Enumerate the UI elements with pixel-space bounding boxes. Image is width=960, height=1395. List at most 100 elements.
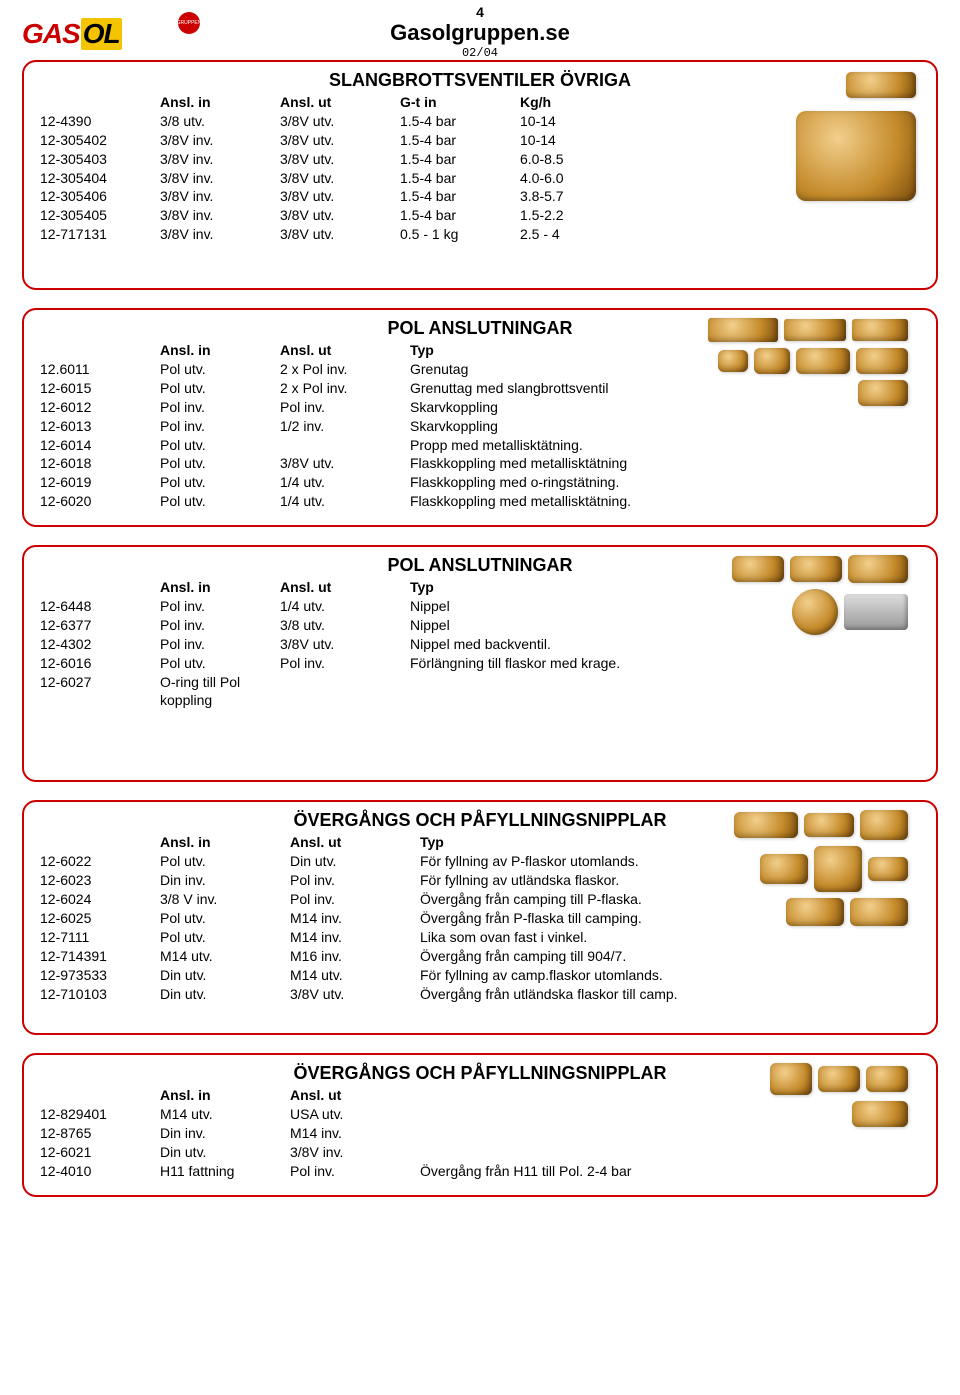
section-pol-anslutningar-2: POL ANSLUTNINGAR Ansl. in Ansl. ut Typ 1… bbox=[22, 545, 938, 782]
cell: Pol utv. bbox=[160, 909, 290, 928]
cell: 12-305403 bbox=[40, 150, 160, 169]
cell bbox=[420, 1143, 920, 1162]
cell bbox=[280, 436, 410, 455]
cell: 3/8V inv. bbox=[160, 225, 280, 244]
cell: 12-6448 bbox=[40, 597, 160, 616]
cell: 3/8 V inv. bbox=[160, 890, 290, 909]
cell: 12-717131 bbox=[40, 225, 160, 244]
cell: 3/8V utv. bbox=[290, 985, 420, 1004]
cell: M14 utv. bbox=[160, 947, 290, 966]
cell: 12-7111 bbox=[40, 928, 160, 947]
cell: 3/8V inv. bbox=[290, 1143, 420, 1162]
cell: 3/8V utv. bbox=[280, 112, 400, 131]
cell: 12-6021 bbox=[40, 1143, 160, 1162]
logo-badge: GRUPPEN bbox=[178, 12, 200, 34]
cell: Pol inv. bbox=[160, 398, 280, 417]
cell: Din utv. bbox=[290, 852, 420, 871]
cell: M14 utv. bbox=[160, 1105, 290, 1124]
cell: Pol inv. bbox=[290, 1162, 420, 1181]
cell: 12-6015 bbox=[40, 379, 160, 398]
cell: M14 inv. bbox=[290, 909, 420, 928]
cell: Pol utv. bbox=[160, 852, 290, 871]
cell: 1/4 utv. bbox=[280, 597, 410, 616]
cell: 3/8V utv. bbox=[280, 454, 410, 473]
cell: Pol utv. bbox=[160, 654, 280, 673]
logo-text: GASOL bbox=[22, 18, 182, 50]
cell: 12-8765 bbox=[40, 1124, 160, 1143]
cell: 12-6377 bbox=[40, 616, 160, 635]
cell: 2 x Pol inv. bbox=[280, 360, 410, 379]
cell: Flaskkoppling med o-ringstätning. bbox=[410, 473, 920, 492]
th: Ansl. ut bbox=[280, 578, 410, 597]
cell: 0.5 - 1 kg bbox=[400, 225, 520, 244]
table-row: 12-714391M14 utv.M16 inv.Övergång från c… bbox=[40, 947, 920, 966]
cell: 12-6012 bbox=[40, 398, 160, 417]
cell: Din inv. bbox=[160, 1124, 290, 1143]
cell: 3/8V utv. bbox=[280, 169, 400, 188]
cell: Pol inv. bbox=[290, 890, 420, 909]
cell: Pol utv. bbox=[160, 492, 280, 511]
table-row: 12-710103Din utv.3/8V utv.Övergång från … bbox=[40, 985, 920, 1004]
section-overgangs-1: ÖVERGÅNGS OCH PÅFYLLNINGSNIPPLAR Ansl. i… bbox=[22, 800, 938, 1035]
product-image-group bbox=[708, 810, 908, 926]
th: Ansl. in bbox=[160, 1086, 290, 1105]
logo: GASOL GRUPPEN bbox=[22, 18, 182, 58]
cell: 12-6024 bbox=[40, 890, 160, 909]
cell: Pol inv. bbox=[280, 654, 410, 673]
product-image-group bbox=[708, 318, 908, 406]
th bbox=[40, 93, 160, 112]
cell: Din utv. bbox=[160, 966, 290, 985]
th: Ansl. in bbox=[160, 93, 280, 112]
cell: Pol inv. bbox=[160, 635, 280, 654]
th: Ansl. in bbox=[160, 578, 280, 597]
th: Ansl. ut bbox=[290, 833, 420, 852]
cell: 12-6014 bbox=[40, 436, 160, 455]
cell: 12-710103 bbox=[40, 985, 160, 1004]
cell: 3/8V utv. bbox=[280, 150, 400, 169]
cell: 12-305406 bbox=[40, 187, 160, 206]
cell: Din utv. bbox=[160, 1143, 290, 1162]
cell: 3/8V utv. bbox=[280, 187, 400, 206]
table-row: 12-973533Din utv.M14 utv.För fyllning av… bbox=[40, 966, 920, 985]
cell: O-ring till Pol koppling bbox=[160, 673, 280, 711]
cell: 1.5-4 bar bbox=[400, 206, 520, 225]
cell: 3/8 utv. bbox=[280, 616, 410, 635]
table-row: 12-7171313/8V inv.3/8V utv.0.5 - 1 kg2.5… bbox=[40, 225, 920, 244]
th: Ansl. ut bbox=[280, 341, 410, 360]
table-row: 12-3054053/8V inv.3/8V utv.1.5-4 bar1.5-… bbox=[40, 206, 920, 225]
cell: USA utv. bbox=[290, 1105, 420, 1124]
cell: 12-305405 bbox=[40, 206, 160, 225]
cell: Pol inv. bbox=[160, 417, 280, 436]
product-image-group bbox=[748, 1063, 908, 1127]
cell: Pol utv. bbox=[160, 473, 280, 492]
section-overgangs-2: ÖVERGÅNGS OCH PÅFYLLNINGSNIPPLAR Ansl. i… bbox=[22, 1053, 938, 1196]
table-row: 12-6019Pol utv.1/4 utv.Flaskkoppling med… bbox=[40, 473, 920, 492]
cell: För fyllning av camp.flaskor utomlands. bbox=[420, 966, 920, 985]
th bbox=[40, 341, 160, 360]
cell: Din inv. bbox=[160, 871, 290, 890]
table-row: 12-4010H11 fattningPol inv.Övergång från… bbox=[40, 1162, 920, 1181]
cell: Skarvkoppling bbox=[410, 417, 920, 436]
content: SLANGBROTTSVENTILER ÖVRIGA Ansl. in Ansl… bbox=[0, 60, 960, 1197]
cell: Förlängning till flaskor med krage. bbox=[410, 654, 920, 673]
table-row: 12-6018Pol utv.3/8V utv.Flaskkoppling me… bbox=[40, 454, 920, 473]
cell: 12-6016 bbox=[40, 654, 160, 673]
product-image-group bbox=[708, 555, 908, 635]
cell: 3/8V utv. bbox=[280, 635, 410, 654]
cell: Pol utv. bbox=[160, 928, 290, 947]
cell: Övergång från H11 till Pol. 2-4 bar bbox=[420, 1162, 920, 1181]
cell: 12-6023 bbox=[40, 871, 160, 890]
cell: 12-6013 bbox=[40, 417, 160, 436]
cell: M16 inv. bbox=[290, 947, 420, 966]
cell: Pol inv. bbox=[160, 597, 280, 616]
cell: Nippel med backventil. bbox=[410, 635, 920, 654]
cell: Pol utv. bbox=[160, 360, 280, 379]
table-row: 12-6014Pol utv.Propp med metallisktätnin… bbox=[40, 436, 920, 455]
cell: Din utv. bbox=[160, 985, 290, 1004]
cell: Pol inv. bbox=[160, 616, 280, 635]
cell: 12-973533 bbox=[40, 966, 160, 985]
cell: 1/4 utv. bbox=[280, 492, 410, 511]
cell: H11 fattning bbox=[160, 1162, 290, 1181]
table-row: 12-4302Pol inv.3/8V utv.Nippel med backv… bbox=[40, 635, 920, 654]
cell: Pol utv. bbox=[160, 436, 280, 455]
